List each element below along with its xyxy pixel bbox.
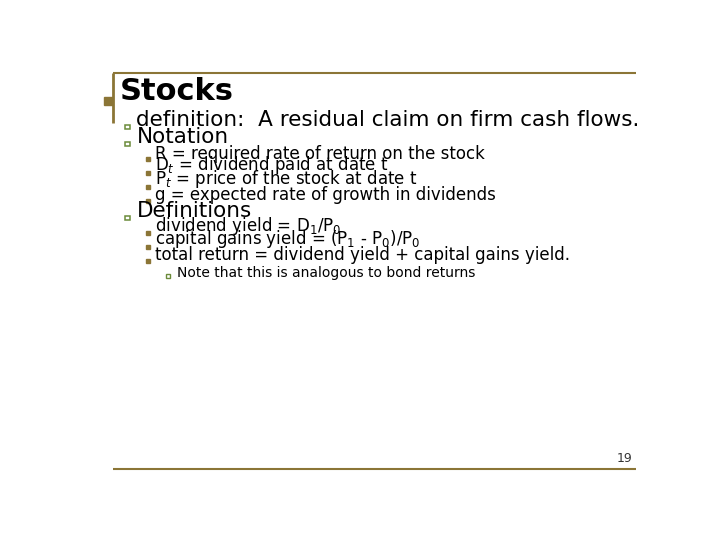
Text: Notation: Notation: [137, 127, 229, 147]
Bar: [145, 199, 150, 202]
Text: total return = dividend yield + capital gains yield.: total return = dividend yield + capital …: [155, 246, 570, 264]
Bar: [145, 171, 150, 175]
Text: 19: 19: [617, 452, 632, 465]
Text: definition:  A residual claim on firm cash flows.: definition: A residual claim on firm cas…: [137, 110, 640, 130]
Bar: [145, 185, 150, 189]
Bar: [104, 97, 112, 105]
Bar: [145, 231, 150, 235]
Bar: [125, 125, 130, 130]
Bar: [145, 157, 150, 161]
Text: Stocks: Stocks: [120, 77, 233, 106]
Text: P$_t$ = price of the stock at date t: P$_t$ = price of the stock at date t: [155, 168, 418, 190]
Bar: [166, 274, 170, 278]
Text: capital gains yield = (P$_1$ - P$_0$)/P$_0$: capital gains yield = (P$_1$ - P$_0$)/P$…: [155, 228, 420, 251]
Text: Note that this is analogous to bond returns: Note that this is analogous to bond retu…: [177, 266, 475, 280]
Text: R = required rate of return on the stock: R = required rate of return on the stock: [155, 145, 485, 163]
Bar: [125, 142, 130, 146]
Text: Definitions: Definitions: [137, 201, 252, 221]
Text: dividend yield = D$_1$/P$_0$: dividend yield = D$_1$/P$_0$: [155, 214, 341, 237]
Bar: [145, 245, 150, 249]
Text: g = expected rate of growth in dividends: g = expected rate of growth in dividends: [155, 186, 496, 204]
Bar: [145, 259, 150, 262]
Text: D$_t$ = dividend paid at date t: D$_t$ = dividend paid at date t: [155, 154, 389, 177]
Bar: [125, 215, 130, 220]
